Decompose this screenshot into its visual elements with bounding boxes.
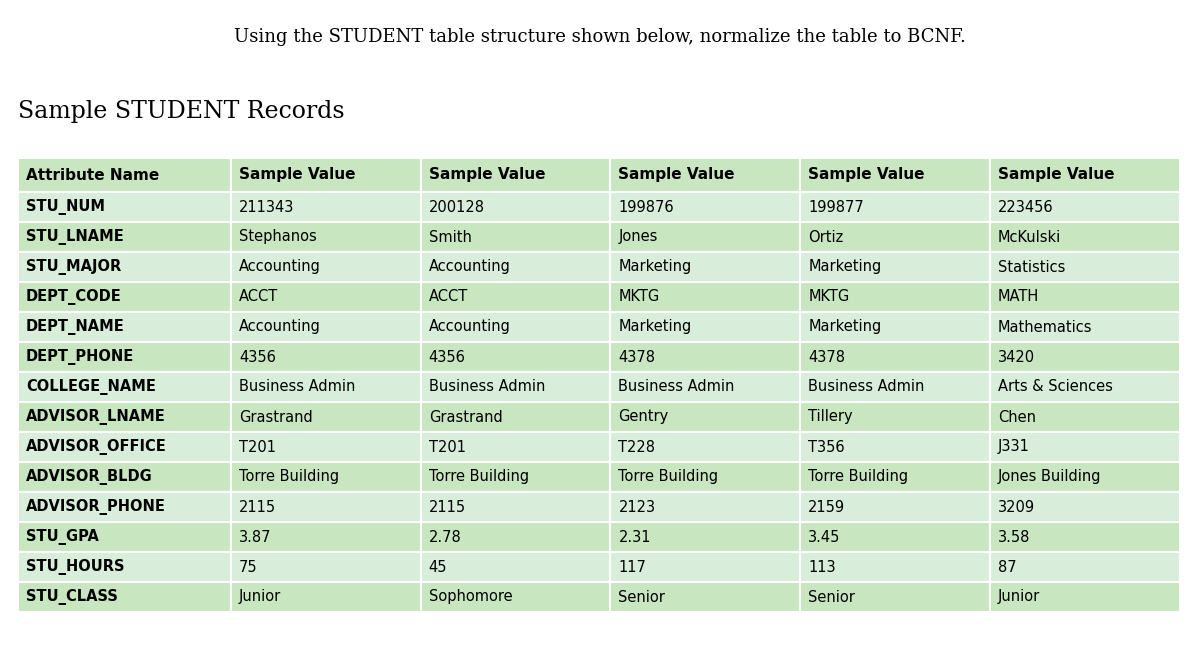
Text: ADVISOR_LNAME: ADVISOR_LNAME bbox=[26, 409, 166, 425]
Text: Tillery: Tillery bbox=[809, 409, 853, 424]
Text: 3.87: 3.87 bbox=[239, 529, 271, 544]
Text: 3.45: 3.45 bbox=[809, 529, 840, 544]
Text: 3.58: 3.58 bbox=[998, 529, 1031, 544]
Text: 211343: 211343 bbox=[239, 199, 294, 214]
Text: MKTG: MKTG bbox=[809, 290, 850, 304]
Text: 2115: 2115 bbox=[239, 500, 276, 515]
Text: Sample STUDENT Records: Sample STUDENT Records bbox=[18, 100, 344, 123]
Text: 3420: 3420 bbox=[998, 350, 1036, 364]
Text: STU_CLASS: STU_CLASS bbox=[26, 589, 118, 605]
Text: Marketing: Marketing bbox=[618, 259, 691, 275]
Text: Sample Value: Sample Value bbox=[998, 168, 1115, 183]
Text: Sophomore: Sophomore bbox=[428, 589, 512, 605]
Text: 113: 113 bbox=[809, 560, 836, 574]
Text: 2159: 2159 bbox=[809, 500, 845, 515]
Text: Business Admin: Business Admin bbox=[809, 379, 924, 395]
Text: DEPT_PHONE: DEPT_PHONE bbox=[26, 349, 134, 365]
Text: T228: T228 bbox=[618, 440, 655, 455]
Text: Marketing: Marketing bbox=[809, 259, 882, 275]
Text: Business Admin: Business Admin bbox=[428, 379, 545, 395]
Text: STU_NUM: STU_NUM bbox=[26, 199, 106, 215]
Text: STU_MAJOR: STU_MAJOR bbox=[26, 259, 121, 275]
Text: T201: T201 bbox=[428, 440, 466, 455]
Text: Torre Building: Torre Building bbox=[809, 469, 908, 484]
Text: Sample Value: Sample Value bbox=[618, 168, 734, 183]
Text: Accounting: Accounting bbox=[428, 319, 511, 335]
Text: Business Admin: Business Admin bbox=[239, 379, 355, 395]
Text: COLLEGE_NAME: COLLEGE_NAME bbox=[26, 379, 156, 395]
Text: 2115: 2115 bbox=[428, 500, 466, 515]
Text: Accounting: Accounting bbox=[239, 259, 320, 275]
Text: Smith: Smith bbox=[428, 230, 472, 244]
Text: Sample Value: Sample Value bbox=[239, 168, 355, 183]
Text: Senior: Senior bbox=[809, 589, 856, 605]
Text: Stephanos: Stephanos bbox=[239, 230, 317, 244]
Text: Senior: Senior bbox=[618, 589, 665, 605]
Text: Junior: Junior bbox=[239, 589, 281, 605]
Text: MATH: MATH bbox=[998, 290, 1039, 304]
Text: Business Admin: Business Admin bbox=[618, 379, 734, 395]
Text: 3209: 3209 bbox=[998, 500, 1036, 515]
Text: 4378: 4378 bbox=[618, 350, 655, 364]
Text: Chen: Chen bbox=[998, 409, 1036, 424]
Text: Attribute Name: Attribute Name bbox=[26, 168, 160, 183]
Text: 200128: 200128 bbox=[428, 199, 485, 214]
Text: Marketing: Marketing bbox=[809, 319, 882, 335]
Text: Torre Building: Torre Building bbox=[239, 469, 340, 484]
Text: Jones Building: Jones Building bbox=[998, 469, 1102, 484]
Text: DEPT_NAME: DEPT_NAME bbox=[26, 319, 125, 335]
Text: 4378: 4378 bbox=[809, 350, 845, 364]
Text: Statistics: Statistics bbox=[998, 259, 1066, 275]
Text: Sample Value: Sample Value bbox=[809, 168, 925, 183]
Text: Junior: Junior bbox=[998, 589, 1040, 605]
Text: 4356: 4356 bbox=[239, 350, 276, 364]
Text: Ortiz: Ortiz bbox=[809, 230, 844, 244]
Text: ACCT: ACCT bbox=[239, 290, 278, 304]
Text: ADVISOR_PHONE: ADVISOR_PHONE bbox=[26, 499, 166, 515]
Text: Sample Value: Sample Value bbox=[428, 168, 545, 183]
Text: 117: 117 bbox=[618, 560, 647, 574]
Text: STU_HOURS: STU_HOURS bbox=[26, 559, 125, 575]
Text: Grastrand: Grastrand bbox=[239, 409, 313, 424]
Text: Mathematics: Mathematics bbox=[998, 319, 1092, 335]
Text: DEPT_CODE: DEPT_CODE bbox=[26, 289, 121, 305]
Text: 75: 75 bbox=[239, 560, 258, 574]
Text: J331: J331 bbox=[998, 440, 1030, 455]
Text: Torre Building: Torre Building bbox=[428, 469, 529, 484]
Text: Gentry: Gentry bbox=[618, 409, 668, 424]
Text: 199876: 199876 bbox=[618, 199, 674, 214]
Text: Jones: Jones bbox=[618, 230, 658, 244]
Text: Accounting: Accounting bbox=[428, 259, 511, 275]
Text: Accounting: Accounting bbox=[239, 319, 320, 335]
Text: ACCT: ACCT bbox=[428, 290, 468, 304]
Text: 4356: 4356 bbox=[428, 350, 466, 364]
Text: Using the STUDENT table structure shown below, normalize the table to BCNF.: Using the STUDENT table structure shown … bbox=[234, 28, 966, 46]
Text: Arts & Sciences: Arts & Sciences bbox=[998, 379, 1112, 395]
Text: 2.31: 2.31 bbox=[618, 529, 650, 544]
Text: 223456: 223456 bbox=[998, 199, 1054, 214]
Text: 199877: 199877 bbox=[809, 199, 864, 214]
Text: 45: 45 bbox=[428, 560, 448, 574]
Text: McKulski: McKulski bbox=[998, 230, 1061, 244]
Text: Marketing: Marketing bbox=[618, 319, 691, 335]
Text: STU_LNAME: STU_LNAME bbox=[26, 229, 124, 245]
Text: ADVISOR_OFFICE: ADVISOR_OFFICE bbox=[26, 439, 167, 455]
Text: ADVISOR_BLDG: ADVISOR_BLDG bbox=[26, 469, 152, 485]
Text: MKTG: MKTG bbox=[618, 290, 660, 304]
Text: 2.78: 2.78 bbox=[428, 529, 462, 544]
Text: T356: T356 bbox=[809, 440, 845, 455]
Text: Torre Building: Torre Building bbox=[618, 469, 719, 484]
Text: 2123: 2123 bbox=[618, 500, 655, 515]
Text: 87: 87 bbox=[998, 560, 1016, 574]
Text: T201: T201 bbox=[239, 440, 276, 455]
Text: Grastrand: Grastrand bbox=[428, 409, 503, 424]
Text: STU_GPA: STU_GPA bbox=[26, 529, 98, 545]
